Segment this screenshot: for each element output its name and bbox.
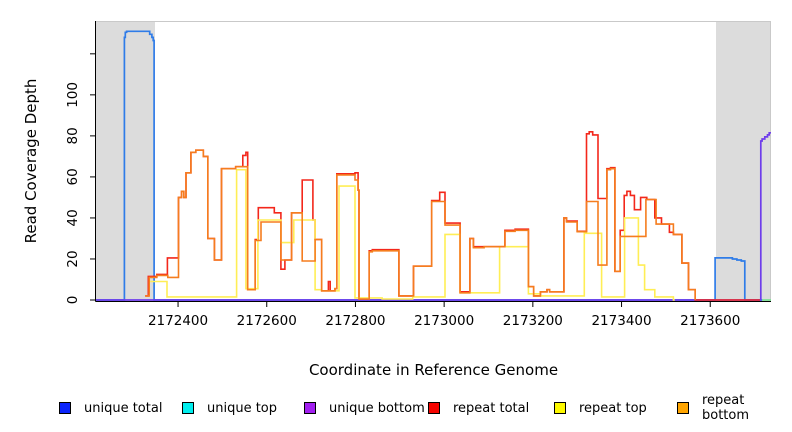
series-repeat-bottom-line — [145, 149, 696, 300]
series-repeat-top-line — [150, 168, 675, 301]
x-tick-label: 2172800 — [325, 313, 385, 329]
y-tick-label: 80 — [65, 127, 81, 144]
y-tick-label: 40 — [65, 209, 81, 226]
y-tick-label: 100 — [65, 82, 81, 108]
x-tick-label: 2173400 — [591, 313, 651, 329]
y-tick-label: 20 — [65, 250, 81, 267]
series-unique-bottom-line — [96, 131, 771, 301]
x-tick-label: 2172600 — [237, 313, 297, 329]
series-repeat-total-line — [145, 131, 760, 301]
x-tick-label: 2173600 — [680, 313, 740, 329]
y-tick-label: 0 — [65, 296, 81, 305]
masked-region-left — [96, 21, 155, 302]
series-unique-total-line — [96, 30, 771, 301]
x-tick-label: 2172400 — [148, 313, 208, 329]
masked-region-right — [716, 21, 771, 302]
x-tick-label: 2173000 — [414, 313, 474, 329]
x-tick-label: 2173200 — [503, 313, 563, 329]
y-axis-title: Read Coverage Depth — [22, 78, 40, 244]
x-axis-title: Coordinate in Reference Genome — [308, 361, 559, 379]
y-tick-label: 60 — [65, 168, 81, 185]
